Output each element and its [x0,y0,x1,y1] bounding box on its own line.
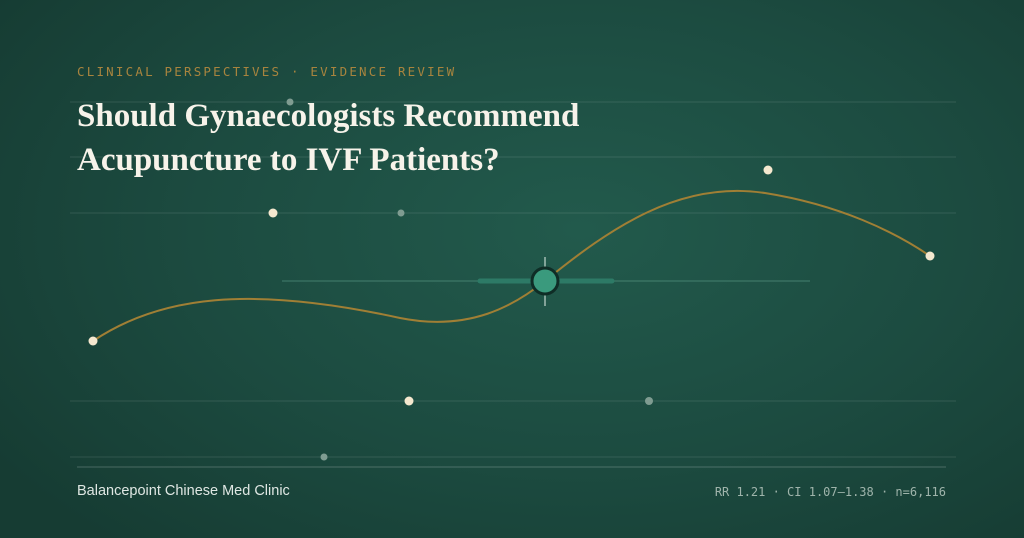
dot [88,336,98,346]
title: Should Gynaecologists Recommend Acupunct… [77,98,580,178]
stats: RR 1.21 · CI 1.07–1.38 · n=6,116 [714,485,946,499]
dot [925,251,935,261]
brand: Balancepoint Chinese Med Clinic [77,483,290,499]
dot [268,208,278,218]
faint-dots [286,98,653,461]
guide-lines [70,101,956,458]
dot [286,98,294,106]
dot [397,209,405,217]
dot [404,396,414,406]
dot [763,165,773,175]
dot [320,453,328,461]
dot [645,397,653,405]
bright-dots [88,165,935,406]
estimate-marker [530,266,560,296]
kicker: CLINICAL PERSPECTIVES · EVIDENCE REVIEW [77,64,457,79]
